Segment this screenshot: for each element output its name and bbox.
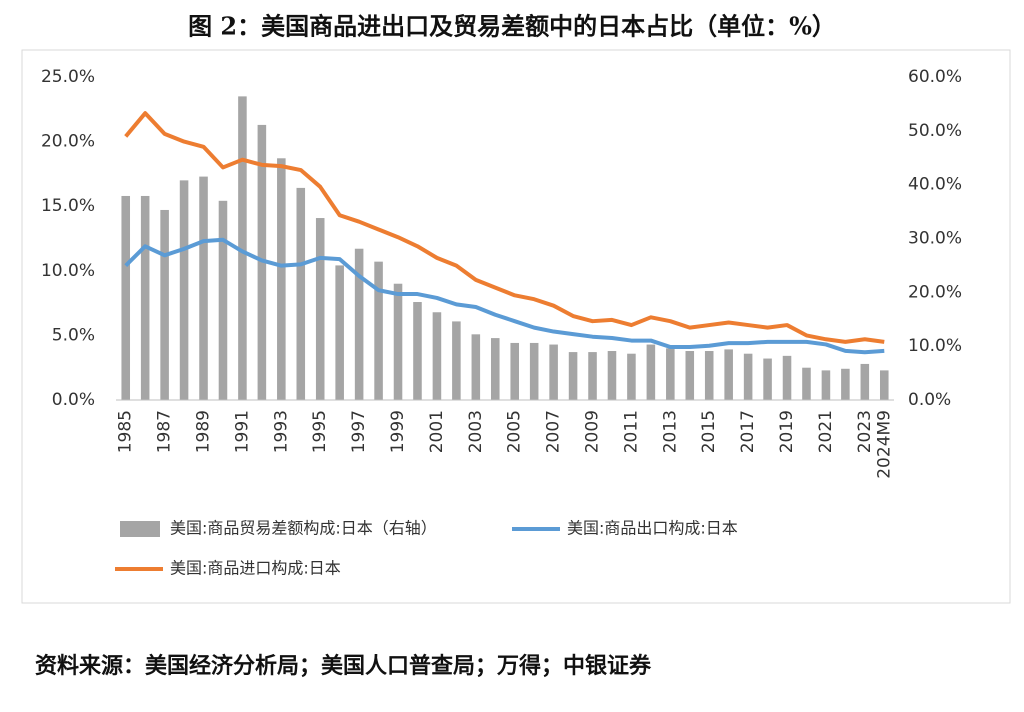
source-note: 资料来源：美国经济分析局；美国人口普查局；万得；中银证券: [35, 653, 652, 679]
bar: [763, 358, 772, 400]
y2-tick-label: 10.0%: [908, 336, 962, 356]
bar: [685, 351, 695, 400]
bar: [471, 334, 481, 400]
bar: [490, 338, 500, 400]
bar: [860, 363, 870, 400]
bar: [413, 302, 422, 400]
bar: [627, 353, 636, 400]
x-tick-label: 2005: [505, 410, 525, 453]
x-tick-label: 1989: [194, 410, 214, 453]
y2-tick-label: 0.0%: [908, 390, 951, 410]
legend-swatch: [120, 521, 160, 537]
y2-tick-label: 40.0%: [908, 175, 962, 195]
x-tick-label: 2015: [699, 410, 719, 453]
x-tick-label: 2011: [621, 410, 641, 453]
x-tick-label: 2001: [427, 410, 447, 453]
x-tick-label: 1999: [388, 410, 408, 453]
bar: [374, 261, 383, 400]
bar: [199, 176, 208, 400]
bar: [277, 158, 286, 400]
x-tick-label: 2021: [816, 410, 836, 453]
bar: [841, 368, 850, 400]
y2-tick-label: 20.0%: [908, 282, 962, 302]
legend-label: 美国:商品贸易差额构成:日本（右轴）: [170, 519, 437, 538]
bar: [607, 351, 617, 400]
x-tick-label: 2003: [466, 410, 486, 453]
chart-frame: [21, 49, 1011, 604]
bar: [296, 187, 306, 400]
y-tick-label: 15.0%: [41, 196, 95, 216]
x-tick-label: 2017: [738, 410, 758, 453]
bar: [432, 312, 442, 400]
bar: [160, 209, 169, 400]
bar: [802, 367, 811, 400]
bar: [335, 265, 344, 400]
y-tick-label: 0.0%: [52, 390, 95, 410]
bar: [743, 353, 753, 400]
line-series: [124, 237, 885, 355]
bar: [821, 370, 831, 400]
y2-tick-label: 50.0%: [908, 121, 962, 141]
bar: [393, 283, 403, 400]
bar: [782, 355, 792, 400]
bar: [452, 321, 461, 400]
bar: [704, 351, 714, 400]
bar: [646, 344, 656, 400]
bar: [568, 352, 578, 400]
x-tick-label: 2024M9: [874, 410, 894, 479]
x-tick-label: 1995: [310, 410, 330, 453]
y2-tick-label: 30.0%: [908, 229, 962, 249]
x-tick-label: 1993: [271, 410, 291, 453]
bar: [315, 218, 325, 400]
bar: [879, 370, 889, 400]
bar: [218, 200, 228, 400]
x-tick-label: 2023: [855, 410, 875, 453]
bar: [140, 195, 150, 400]
legend-label: 美国:商品进口构成:日本: [170, 559, 341, 578]
bar: [588, 352, 597, 400]
bar: [724, 349, 733, 400]
x-tick-label: 2019: [777, 410, 797, 453]
bar: [354, 248, 364, 400]
y-tick-label: 25.0%: [41, 67, 95, 87]
bar: [238, 96, 247, 400]
bar: [510, 342, 520, 400]
chart-title: 图 2：美国商品进出口及贸易差额中的日本占比（单位：%）: [188, 12, 836, 41]
x-tick-label: 2009: [583, 410, 603, 453]
y2-tick-label: 60.0%: [908, 67, 962, 87]
bar: [549, 344, 558, 400]
x-tick-label: 1985: [116, 410, 136, 453]
x-tick-label: 2007: [544, 410, 564, 453]
y-tick-label: 10.0%: [41, 261, 95, 281]
line-series: [124, 111, 885, 344]
x-tick-label: 1997: [349, 410, 369, 453]
y-tick-label: 20.0%: [41, 132, 95, 152]
x-tick-label: 1987: [155, 410, 175, 453]
bar: [179, 180, 189, 400]
bar: [529, 342, 539, 400]
x-tick-label: 1991: [232, 410, 252, 453]
y-tick-label: 5.0%: [52, 325, 95, 345]
legend-label: 美国:商品出口构成:日本: [567, 519, 738, 538]
bar: [666, 348, 675, 400]
bar: [121, 195, 131, 400]
x-tick-label: 2013: [660, 410, 680, 453]
